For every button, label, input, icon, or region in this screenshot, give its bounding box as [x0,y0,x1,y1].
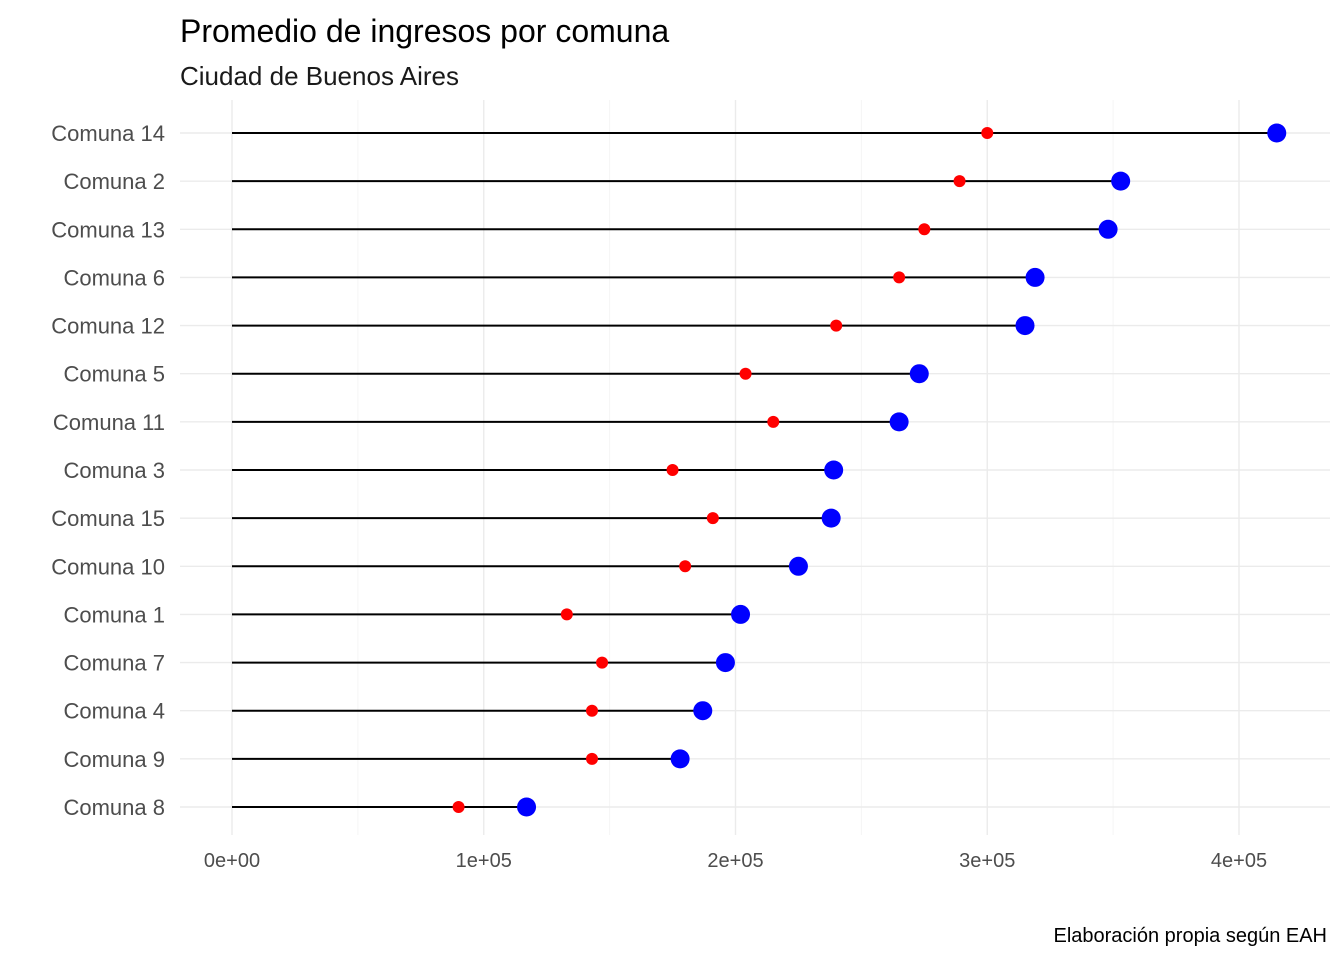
blue-point [693,701,713,721]
chart-caption: Elaboración propia según EAH [1053,925,1327,947]
blue-point [821,508,841,528]
y-tick-label: Comuna 2 [63,169,165,194]
y-tick-label: Comuna 4 [63,699,165,724]
blue-point [715,653,735,673]
blue-point [1098,219,1118,239]
red-point [560,608,573,621]
blue-point [731,604,751,624]
blue-point [788,556,808,576]
red-point [706,512,719,525]
x-tick-label: 0e+00 [204,850,260,872]
red-point [893,271,906,284]
red-point [596,656,609,669]
y-tick-label: Comuna 6 [63,265,165,290]
blue-point [517,797,537,817]
chart-subtitle: Ciudad de Buenos Aires [180,61,459,91]
points [452,123,1287,817]
y-tick-label: Comuna 12 [51,314,165,339]
red-point [830,319,843,332]
red-point [666,464,679,476]
red-point [586,704,599,717]
blue-point [1015,316,1035,336]
segments [232,132,1277,808]
y-tick-label: Comuna 7 [63,651,165,676]
y-tick-label: Comuna 15 [51,506,165,531]
y-tick-label: Comuna 10 [51,554,165,579]
y-tick-label: Comuna 13 [51,217,165,242]
red-point [452,801,465,813]
y-tick-label: Comuna 3 [63,458,165,483]
red-point [981,127,994,139]
blue-point [670,749,690,769]
red-point [586,752,599,765]
blue-point [1267,123,1287,143]
blue-point [1111,171,1131,191]
x-tick-label: 3e+05 [959,850,1015,872]
red-point [767,415,780,428]
blue-point [889,412,909,432]
red-point [739,367,752,380]
x-tick-label: 2e+05 [707,850,763,872]
red-point [679,560,692,573]
y-axis: Comuna 14 Comuna 2 Comuna 13 Comuna 6 Comuna… [51,121,165,820]
x-axis: 0e+00 1e+05 2e+05 3e+05 4e+05 [204,850,1267,872]
red-point [953,175,966,188]
chart-title: Promedio de ingresos por comuna [180,13,669,49]
y-tick-label: Comuna 11 [53,410,165,435]
grid [180,100,1330,835]
y-tick-label: Comuna 1 [63,602,165,627]
x-tick-label: 4e+05 [1211,850,1267,872]
x-tick-label: 1e+05 [456,850,512,872]
blue-point [824,460,844,480]
y-tick-label: Comuna 5 [63,362,165,387]
red-point [918,223,931,236]
y-tick-label: Comuna 14 [51,121,165,146]
y-tick-label: Comuna 9 [63,747,165,772]
blue-point [909,364,929,384]
y-tick-label: Comuna 8 [63,795,165,820]
blue-point [1025,267,1045,287]
